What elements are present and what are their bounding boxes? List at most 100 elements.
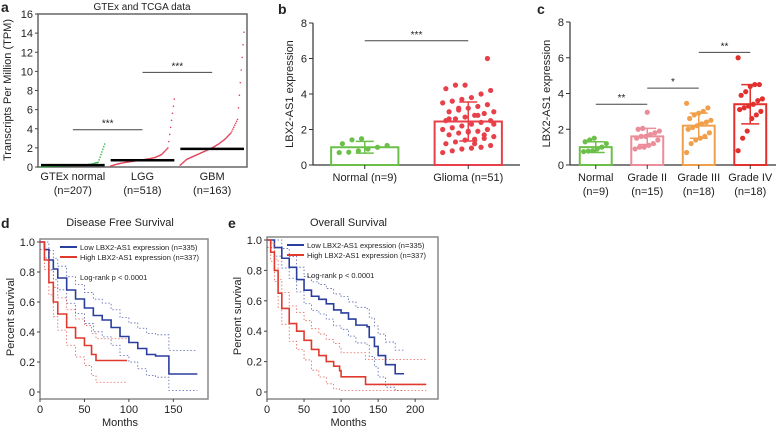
- data-point: [491, 109, 497, 115]
- data-point: [449, 125, 455, 131]
- panel-label-a: a: [1, 0, 9, 15]
- data-point: [635, 126, 641, 132]
- data-point: [655, 137, 661, 143]
- data-point: [603, 140, 609, 147]
- data-point: [491, 121, 497, 127]
- data-point: [233, 126, 235, 128]
- data-point: [475, 128, 481, 134]
- data-point: [656, 128, 662, 134]
- data-point: [452, 139, 459, 145]
- y-tick-label: 0.8: [247, 265, 262, 277]
- data-point: [235, 120, 238, 123]
- x-tick-label: 50: [78, 404, 90, 416]
- data-point: [346, 149, 352, 155]
- data-point: [735, 55, 741, 61]
- x-axis-label: Months: [330, 417, 367, 428]
- x-tick-label: 150: [164, 404, 182, 416]
- confidence-band: [40, 249, 198, 391]
- chart-title: GTEx and TCGA data: [93, 2, 191, 13]
- data-point: [756, 81, 762, 88]
- data-point: [456, 130, 462, 136]
- data-point: [478, 119, 484, 125]
- annotation: Log-rank p < 0.0001: [80, 273, 147, 282]
- y-tick-label: 12: [21, 47, 33, 59]
- y-tick-label: 0: [558, 160, 564, 172]
- data-point: [102, 145, 105, 148]
- data-point: [238, 94, 241, 97]
- data-point: [650, 140, 656, 147]
- group-n: (n=518): [123, 185, 161, 197]
- plot-frame: [37, 13, 248, 168]
- x-tick-label: 0: [264, 404, 270, 416]
- confidence-band: [267, 247, 405, 391]
- data-point: [234, 122, 237, 125]
- y-tick-label: 6: [558, 53, 564, 65]
- significance-label: **: [721, 41, 729, 52]
- x-tick-label: 200: [406, 404, 424, 416]
- y-axis-label: Transcripts Per Million (TPM): [2, 19, 14, 161]
- group-label: Grade III: [677, 172, 720, 184]
- group-n: (n=207): [54, 185, 92, 197]
- y-tick-label: 0: [301, 160, 307, 172]
- data-point: [481, 132, 487, 138]
- data-point: [440, 100, 446, 106]
- data-point: [581, 148, 587, 155]
- y-tick-label: 4: [558, 89, 564, 101]
- y-axis-label: LBX2-AS1 expression: [284, 40, 296, 148]
- data-point: [488, 87, 494, 94]
- data-point: [708, 117, 714, 123]
- data-point: [336, 149, 342, 156]
- data-point: [468, 145, 475, 151]
- y-tick-label: 14: [21, 28, 33, 40]
- data-point: [685, 126, 691, 132]
- data-point: [167, 140, 170, 143]
- survival-curve: [40, 241, 198, 375]
- data-point: [641, 144, 647, 150]
- y-tick-label: 8: [301, 18, 307, 30]
- data-point: [478, 144, 484, 150]
- data-point: [706, 130, 712, 136]
- y-tick-label: 0.6: [247, 296, 262, 308]
- x-tick-label: 0: [37, 404, 43, 416]
- group-label: GBM: [200, 171, 225, 183]
- data-point: [478, 91, 484, 97]
- data-point: [468, 94, 475, 101]
- y-tick-label: 0.8: [20, 267, 35, 279]
- group-n: (n=18): [683, 186, 715, 198]
- group-label: LGG: [131, 171, 154, 183]
- data-point: [638, 133, 644, 139]
- y-tick-label: 1.0: [247, 235, 262, 247]
- data-point: [236, 118, 239, 121]
- data-point: [459, 123, 465, 129]
- data-point: [240, 69, 243, 71]
- data-point: [168, 133, 171, 136]
- data-point: [101, 151, 103, 153]
- data-point: [741, 105, 747, 111]
- data-point: [632, 146, 638, 152]
- x-tick-label: 50: [298, 404, 310, 416]
- data-point: [449, 148, 455, 154]
- group-n: (n=18): [734, 186, 766, 198]
- significance-label: ***: [411, 30, 423, 41]
- data-point: [758, 108, 764, 114]
- data-point: [735, 148, 741, 154]
- group-n: (n=163): [193, 185, 231, 197]
- data-point: [452, 116, 459, 122]
- data-point: [753, 112, 759, 118]
- y-tick-label: 8: [558, 17, 564, 29]
- confidence-band: [40, 241, 198, 352]
- survival-curve: [267, 239, 405, 375]
- data-point: [443, 86, 449, 92]
- x-tick-label: 100: [332, 404, 350, 416]
- data-point: [440, 126, 446, 133]
- data-point: [637, 144, 643, 150]
- data-point: [744, 128, 750, 134]
- data-point: [440, 149, 446, 156]
- data-point: [634, 135, 640, 141]
- data-point: [99, 156, 101, 159]
- chart-title: Overall Survival: [310, 217, 387, 229]
- data-point: [339, 141, 345, 147]
- legend-label: High LBX2-AS1 expression (n=337): [80, 253, 200, 262]
